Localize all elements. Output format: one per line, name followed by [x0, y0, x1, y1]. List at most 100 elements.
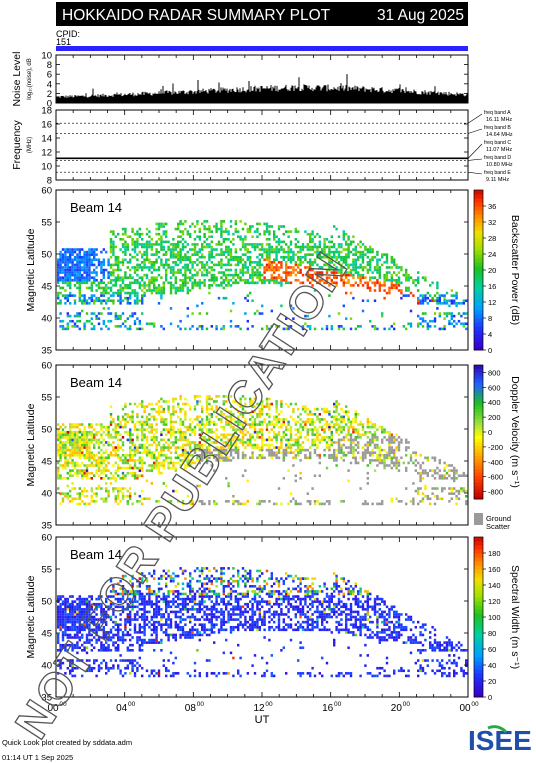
- power-cell: [419, 302, 422, 305]
- power-cell: [210, 266, 213, 269]
- velocity-cell: [150, 436, 153, 439]
- power-cell: [109, 319, 113, 323]
- power-cell: [316, 263, 319, 267]
- power-cell: [417, 289, 420, 292]
- power-cell: [208, 235, 211, 239]
- power-cell: [174, 291, 177, 295]
- velocity-cell: [337, 423, 341, 426]
- power-cell: [220, 230, 223, 233]
- velocity-cell: [222, 459, 225, 462]
- velocity-cell: [421, 497, 425, 501]
- velocity-cell: [354, 415, 357, 419]
- power-cell: [297, 263, 300, 267]
- velocity-cell: [177, 415, 180, 419]
- velocity-cell: [169, 451, 173, 454]
- power-cell: [325, 268, 329, 272]
- velocity-cell: [397, 500, 401, 503]
- velocity-cell: [419, 500, 422, 503]
- power-cell: [153, 253, 156, 256]
- velocity-cell: [222, 395, 225, 398]
- velocity-cell: [232, 433, 235, 437]
- velocity-cell: [141, 461, 144, 465]
- power-cell: [222, 273, 225, 277]
- power-cell: [107, 263, 110, 267]
- velocity-cell: [222, 413, 225, 416]
- velocity-cell: [203, 451, 206, 454]
- velocity-cell: [59, 453, 62, 457]
- velocity-cell: [239, 413, 242, 416]
- power-cell: [189, 268, 192, 272]
- power-cell: [229, 255, 233, 259]
- power-cell: [71, 263, 74, 267]
- power-cell: [133, 245, 137, 249]
- velocity-cell: [133, 423, 137, 426]
- power-cell: [273, 235, 276, 239]
- velocity-cell: [155, 436, 158, 439]
- velocity-cell: [304, 425, 307, 429]
- power-cell: [121, 286, 125, 290]
- velocity-cell: [78, 436, 81, 439]
- power-cell: [402, 294, 405, 297]
- velocity-cell: [309, 410, 312, 414]
- power-cell: [61, 255, 65, 259]
- power-cell: [97, 261, 101, 264]
- velocity-cell: [100, 469, 103, 472]
- frequency-ytick-label: 12: [41, 148, 52, 159]
- velocity-cell: [112, 489, 115, 493]
- velocity-cell: [153, 433, 156, 437]
- power-cell: [198, 281, 201, 285]
- velocity-cell: [328, 410, 331, 414]
- velocity-cell: [97, 464, 101, 467]
- velocity-cell: [388, 443, 391, 447]
- power-cell: [354, 266, 357, 269]
- velocity-cell: [81, 471, 84, 475]
- power-cell: [100, 250, 103, 254]
- power-cell: [208, 258, 211, 262]
- power-cell: [265, 327, 269, 331]
- velocity-cell: [73, 423, 77, 426]
- velocity-cell: [232, 500, 235, 503]
- power-cell: [205, 243, 209, 246]
- power-cell: [155, 276, 158, 279]
- velocity-cell: [64, 492, 67, 495]
- velocity-cell: [237, 456, 240, 460]
- power-cell: [366, 248, 369, 251]
- velocity-cell: [421, 477, 425, 480]
- power-cell: [258, 222, 261, 226]
- velocity-cell: [270, 438, 273, 442]
- power-cell: [198, 261, 201, 264]
- power-cell: [165, 273, 168, 277]
- velocity-cell: [57, 430, 60, 434]
- power-cell: [309, 281, 312, 285]
- power-cell: [93, 325, 96, 328]
- power-cell: [438, 302, 441, 305]
- velocity-cell: [81, 438, 84, 442]
- power-cell: [215, 222, 218, 226]
- power-cell: [349, 271, 353, 274]
- velocity-cell: [292, 497, 295, 501]
- power-cell: [66, 312, 69, 315]
- power-cell: [407, 278, 410, 282]
- velocity-cell: [280, 400, 283, 403]
- velocity-cell: [222, 441, 225, 444]
- power-cell: [249, 291, 252, 295]
- power-cell: [438, 299, 441, 303]
- power-cell: [203, 278, 206, 282]
- power-cell: [359, 240, 362, 244]
- power-cell: [340, 258, 343, 262]
- velocity-cell: [57, 423, 60, 426]
- power-cell: [436, 296, 439, 300]
- power-cell: [179, 248, 182, 251]
- power-cell: [153, 289, 156, 292]
- power-cell: [148, 268, 151, 272]
- velocity-cell: [261, 441, 264, 444]
- velocity-cell: [352, 438, 355, 442]
- velocity-cell: [215, 415, 218, 419]
- power-cell: [193, 253, 197, 256]
- power-cell: [69, 268, 72, 272]
- power-cell: [354, 250, 357, 254]
- velocity-cell: [186, 459, 189, 462]
- velocity-cell: [364, 430, 367, 434]
- power-cell: [95, 289, 98, 292]
- power-cell: [174, 278, 177, 282]
